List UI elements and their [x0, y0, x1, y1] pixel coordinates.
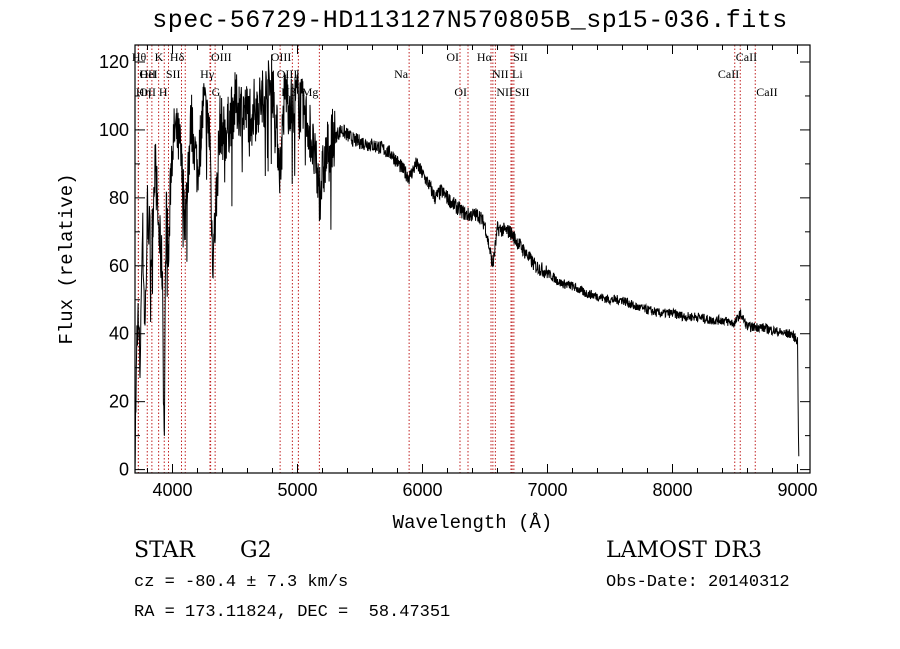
x-tick-label: 6000	[402, 480, 442, 500]
object-class: STAR	[134, 538, 195, 563]
line-label: NII	[496, 85, 513, 99]
line-label: OI	[454, 85, 467, 99]
y-tick-label: 0	[119, 460, 129, 480]
line-label: HeI	[140, 67, 158, 81]
line-label: OIII	[277, 67, 298, 81]
y-tick-label: 20	[109, 392, 129, 412]
observation-date: Obs-Date: 20140312	[606, 573, 790, 592]
survey-name: LAMOST DR3	[606, 538, 762, 563]
object-subclass: G2	[240, 538, 272, 563]
line-label: CaII	[756, 85, 777, 99]
y-tick-label: 40	[109, 324, 129, 344]
y-tick-label: 80	[109, 188, 129, 208]
line-label: H	[159, 85, 168, 99]
line-label: CaII	[736, 50, 757, 64]
line-label: K	[155, 50, 164, 64]
x-tick-label: 9000	[777, 480, 817, 500]
line-label: NII	[492, 67, 509, 81]
y-tick-label: 100	[99, 120, 129, 140]
line-label: OIII	[271, 50, 292, 64]
line-label: Hγ	[200, 67, 215, 81]
y-axis-label: Flux (relative)	[56, 173, 78, 344]
chart-title: spec-56729-HD113127N570805B_sp15-036.fit…	[152, 6, 788, 35]
line-label: OII	[139, 67, 156, 81]
line-label: Hθ	[132, 50, 147, 64]
line-label: Na	[394, 67, 409, 81]
ra-dec-coordinates: RA = 173.11824, DEC = 58.47351	[134, 603, 451, 622]
x-tick-label: 8000	[652, 480, 692, 500]
line-label: Li	[512, 67, 523, 81]
y-tick-label: 60	[109, 256, 129, 276]
line-label: OI	[446, 50, 459, 64]
line-label: Hα	[477, 50, 493, 64]
line-label: OIII	[211, 50, 232, 64]
line-label: G	[212, 85, 221, 99]
spectrum-line	[134, 54, 800, 474]
line-label: SII	[513, 50, 528, 64]
line-label: CaII	[718, 67, 739, 81]
line-label: Hη	[136, 85, 151, 99]
line-label: SII	[515, 85, 530, 99]
line-label: OII	[139, 85, 156, 99]
x-tick-label: 4000	[152, 480, 192, 500]
x-axis-label: Wavelength (Å)	[393, 512, 553, 534]
y-axis: 0 20 40 60 80 100 120	[99, 52, 810, 480]
x-tick-label: 5000	[277, 480, 317, 500]
line-label: SII	[166, 67, 181, 81]
x-axis: 4000 5000 6000 7000 8000 9000	[147, 45, 818, 500]
redshift-velocity: cz = -80.4 ± 7.3 km/s	[134, 573, 349, 592]
line-label: Mg	[302, 85, 319, 99]
x-tick-label: 7000	[527, 480, 567, 500]
y-tick-label: 120	[99, 52, 129, 72]
line-label: Hβ	[281, 85, 296, 99]
line-label: Hδ	[170, 50, 185, 64]
